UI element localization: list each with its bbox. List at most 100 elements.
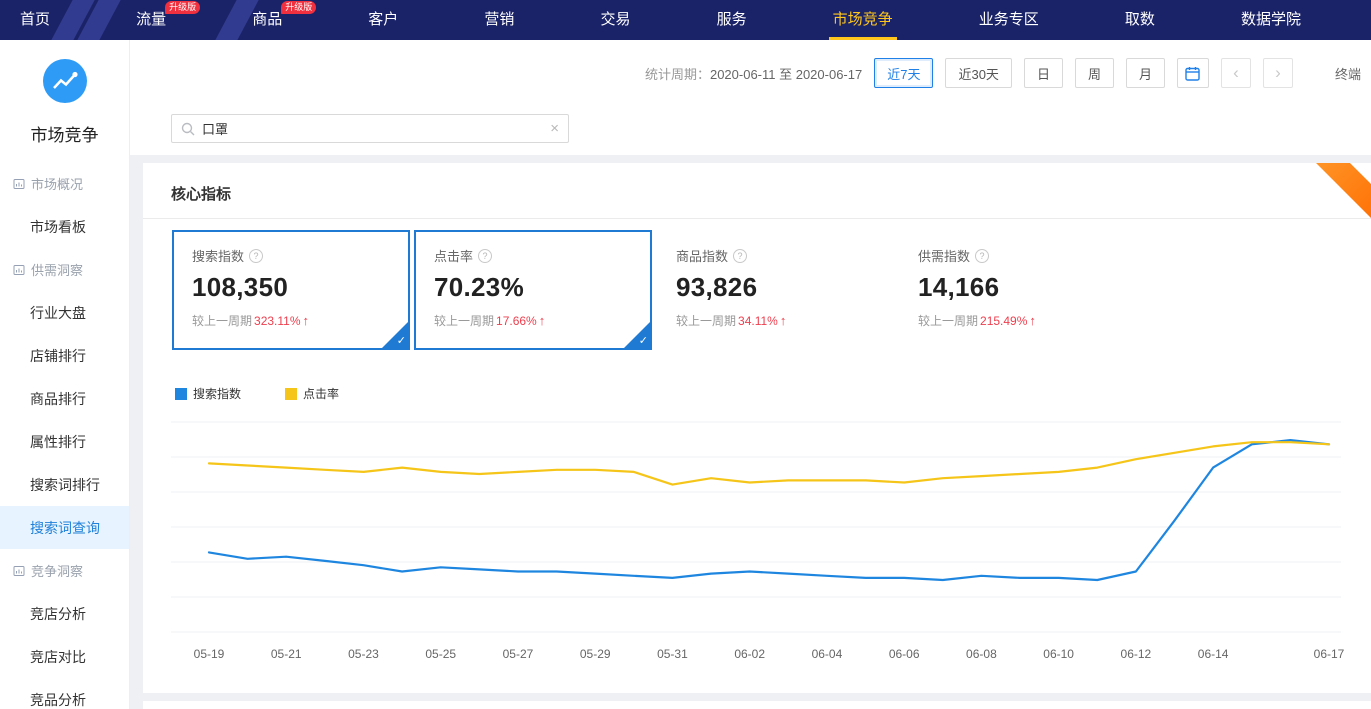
- metric-card-search-index[interactable]: 搜索指数 ? 108,350 较上一周期 323.11% ↑ ✓: [172, 230, 410, 350]
- nav-item-traffic[interactable]: 流量 升级版: [132, 0, 201, 40]
- nav-label: 商品: [252, 11, 283, 28]
- legend-item-click-rate[interactable]: 点击率: [285, 385, 339, 402]
- nav-item-customers[interactable]: 客户: [364, 0, 402, 40]
- x-axis-label: 06-04: [811, 647, 843, 661]
- nav-item-marketing[interactable]: 营销: [480, 0, 518, 40]
- metric-change: 较上一周期 215.49% ↑: [918, 312, 1116, 329]
- nav-item-data-extract[interactable]: 取数: [1121, 0, 1159, 40]
- sidebar-item-label: 店铺排行: [30, 347, 86, 364]
- section-icon: [13, 178, 25, 189]
- x-axis-label: 05-19: [193, 647, 225, 661]
- sidebar-item-competitor-product-analysis[interactable]: 竞品分析: [0, 678, 129, 709]
- sidebar-item-label: 竞店对比: [30, 648, 86, 665]
- nav-label: 业务专区: [978, 11, 1039, 28]
- sidebar-item-competitor-shop-analysis[interactable]: 竞店分析: [0, 592, 129, 635]
- nav-label: 取数: [1124, 11, 1155, 28]
- metric-label: 搜索指数 ?: [192, 246, 390, 265]
- prev-period-button[interactable]: ‹: [1220, 58, 1251, 88]
- metric-value: 70.23%: [434, 272, 524, 302]
- next-section-card: [143, 701, 1371, 709]
- legend-swatch-yellow: [285, 387, 298, 400]
- legend-item-search-index[interactable]: 搜索指数: [175, 385, 241, 402]
- change-prefix: 较上一周期: [192, 314, 253, 328]
- x-axis-label: 05-25: [425, 647, 457, 661]
- nav-item-data-academy[interactable]: 数据学院: [1237, 0, 1305, 40]
- sidebar-item-searchword-query[interactable]: 搜索词查询: [0, 506, 129, 549]
- top-nav: 首页 流量 升级版 商品 升级版 客户 营销 交易 服务 市场竞争 业务专区 取数 …: [0, 0, 1371, 40]
- nav-item-transactions[interactable]: 交易: [596, 0, 634, 40]
- sidebar-item-attribute-ranking[interactable]: 属性排行: [0, 420, 129, 463]
- metric-value: 93,826: [676, 272, 758, 302]
- sidebar-item-shop-ranking[interactable]: 店铺排行: [0, 334, 129, 377]
- x-axis-label: 05-27: [502, 647, 534, 661]
- nav-item-business-zone[interactable]: 业务专区: [975, 0, 1043, 40]
- metric-card-product-index[interactable]: 商品指数 ? 93,826 较上一周期 34.11% ↑: [656, 230, 894, 350]
- help-icon[interactable]: ?: [733, 248, 748, 263]
- metric-card-click-rate[interactable]: 点击率 ? 70.23% 较上一周期 17.66% ↑ ✓: [414, 230, 652, 350]
- change-percent: 215.49%: [980, 313, 1028, 328]
- metric-label: 商品指数 ?: [676, 246, 874, 265]
- sidebar-item-label: 属性排行: [30, 433, 86, 450]
- range-button-week[interactable]: 周: [1074, 58, 1114, 88]
- legend-label: 点击率: [303, 387, 340, 401]
- metric-card-supply-demand-index[interactable]: 供需指数 ? 14,166 较上一周期 215.49% ↑: [898, 230, 1136, 350]
- sidebar-group-label: 竞争洞察: [31, 564, 84, 579]
- range-button-30d[interactable]: 近30天: [945, 58, 1012, 88]
- trend-chart[interactable]: 05-19 05-21 05-23 05-25 05-27 05-29 05-31 06-02…: [171, 421, 1345, 673]
- nav-label: 首页: [20, 11, 51, 28]
- x-axis: 05-19 05-21 05-23 05-25 05-27 05-29 05-31 06-02…: [171, 647, 1345, 673]
- x-axis-label: 06-14: [1197, 647, 1229, 661]
- sidebar-item-product-ranking[interactable]: 商品排行: [0, 377, 129, 420]
- clear-search-icon[interactable]: ×: [550, 120, 559, 137]
- metric-name: 供需指数: [918, 249, 971, 264]
- check-icon: ✓: [638, 335, 648, 347]
- sidebar-item-competitor-shop-compare[interactable]: 竞店对比: [0, 635, 129, 678]
- calendar-icon: [1185, 66, 1201, 81]
- sidebar-item-industry-overview[interactable]: 行业大盘: [0, 291, 129, 334]
- statistics-period: 统计周期：2020-06-11 至 2020-06-17: [645, 64, 862, 83]
- sidebar-group-market-overview[interactable]: 市场概况: [0, 162, 129, 205]
- range-button-day[interactable]: 日: [1023, 58, 1063, 88]
- nav-item-services[interactable]: 服务: [713, 0, 751, 40]
- next-period-button[interactable]: ›: [1262, 58, 1293, 88]
- nav-item-home[interactable]: 首页: [16, 0, 54, 40]
- x-axis-label: 05-31: [657, 647, 688, 661]
- section-icon: [13, 264, 25, 275]
- range-button-7d[interactable]: 近7天: [874, 58, 934, 88]
- nav-item-products[interactable]: 商品 升级版: [248, 0, 317, 40]
- sidebar-item-market-board[interactable]: 市场看板: [0, 205, 129, 248]
- help-icon[interactable]: ?: [478, 248, 493, 263]
- trend-chart-canvas[interactable]: [171, 421, 1341, 633]
- help-icon[interactable]: ?: [975, 248, 990, 263]
- check-icon: ✓: [396, 335, 406, 347]
- sidebar-item-label: 搜索词查询: [30, 519, 100, 536]
- change-percent: 17.66%: [496, 313, 537, 328]
- upgrade-badge: 升级版: [281, 1, 317, 14]
- nav-item-market-competition[interactable]: 市场竞争: [828, 0, 897, 40]
- metric-value: 14,166: [918, 272, 1000, 302]
- x-axis-label: 06-10: [1043, 647, 1074, 661]
- up-arrow-icon: ↑: [538, 313, 546, 328]
- upgrade-badge: 升级版: [165, 1, 201, 14]
- x-axis-label: 05-21: [270, 647, 302, 661]
- help-icon[interactable]: ?: [249, 248, 264, 263]
- metric-name: 点击率: [434, 249, 474, 264]
- range-button-month[interactable]: 月: [1125, 58, 1165, 88]
- calendar-button[interactable]: [1176, 58, 1209, 88]
- search-input[interactable]: [202, 121, 544, 136]
- sidebar-item-searchword-ranking[interactable]: 搜索词排行: [0, 463, 129, 506]
- divider: [143, 218, 1371, 219]
- sidebar-group-competition-insight[interactable]: 竞争洞察: [0, 549, 129, 592]
- chevron-right-icon: ›: [1275, 63, 1281, 82]
- period-label: 统计周期：: [644, 66, 710, 82]
- nav-label: 数据学院: [1240, 11, 1301, 28]
- nav-label: 市场竞争: [832, 11, 893, 28]
- date-toolbar: 统计周期：2020-06-11 至 2020-06-17 近7天 近30天 日 …: [645, 58, 1361, 88]
- metric-change: 较上一周期 34.11% ↑: [676, 312, 874, 329]
- sidebar: 市场竞争 市场概况 市场看板 供需洞察 行业大盘 店铺排行 商品排行 属性排行 …: [0, 40, 130, 709]
- change-percent: 34.11%: [738, 313, 778, 328]
- x-axis-label: 06-12: [1120, 647, 1152, 661]
- sidebar-group-supply-demand[interactable]: 供需洞察: [0, 248, 129, 291]
- market-competition-icon: [42, 59, 87, 103]
- change-prefix: 较上一周期: [676, 314, 737, 328]
